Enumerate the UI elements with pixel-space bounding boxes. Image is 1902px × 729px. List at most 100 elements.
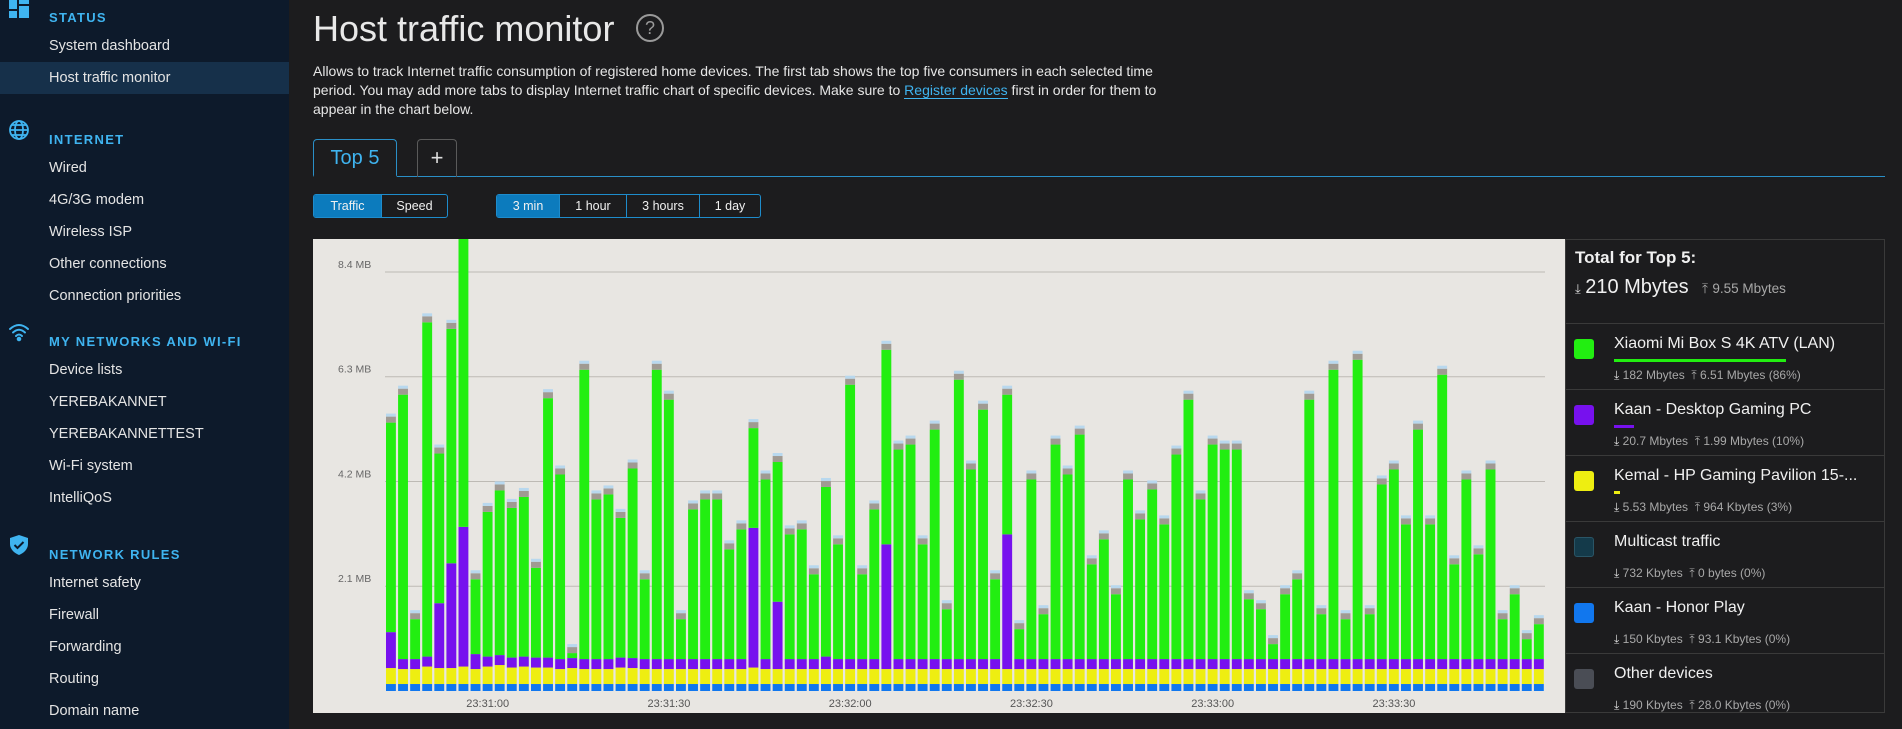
sidebar-item-firewall[interactable]: Firewall xyxy=(49,607,99,623)
sidebar-item-intelliqos[interactable]: IntelliQoS xyxy=(49,490,112,506)
chart-bar-segment xyxy=(1159,659,1170,670)
chart-bar-segment xyxy=(1135,669,1146,685)
chart-bar-cap xyxy=(821,477,831,481)
chart-bar-segment xyxy=(386,632,396,669)
register-devices-link[interactable]: Register devices xyxy=(904,82,1008,99)
chart-bar-segment xyxy=(591,684,602,691)
chart-bar-segment xyxy=(567,668,578,685)
chart-bar-segment xyxy=(1316,684,1327,691)
sidebar-item-forwarding[interactable]: Forwarding xyxy=(49,639,122,655)
sidebar-item-wireless-isp[interactable]: Wireless ISP xyxy=(49,224,132,240)
sidebar-item-4g-3g-modem[interactable]: 4G/3G modem xyxy=(49,192,145,208)
legend-item[interactable]: Kaan - Desktop Gaming PC ⤓ 20.7 Mbytes ⤒ … xyxy=(1566,389,1884,455)
chart-bar-segment xyxy=(833,684,843,691)
chart-bar-cap xyxy=(724,543,735,550)
chart-bar-segment xyxy=(1074,669,1085,685)
chart-bar-segment xyxy=(857,684,868,691)
chart-bar-segment xyxy=(1304,399,1315,660)
legend-item[interactable]: Xiaomi Mi Box S 4K ATV (LAN) ⤓ 182 Mbytes… xyxy=(1566,323,1884,389)
period-option-3-hours[interactable]: 3 hours xyxy=(627,195,700,217)
chart-bar-segment xyxy=(639,579,650,660)
chart-bar-cap xyxy=(881,343,892,350)
sidebar-item-internet-safety[interactable]: Internet safety xyxy=(49,575,141,591)
chart-bar-segment xyxy=(796,659,807,670)
chart-bar-segment xyxy=(1147,489,1158,660)
chart-bar-cap xyxy=(1413,423,1423,430)
chart-bar-segment xyxy=(1062,659,1073,670)
period-option-1-day[interactable]: 1 day xyxy=(714,199,746,213)
chart-bar-segment xyxy=(1256,669,1266,685)
tab-top5[interactable]: Top 5 xyxy=(313,139,397,177)
chart-bar-segment xyxy=(772,601,783,670)
sidebar-item-device-lists[interactable]: Device lists xyxy=(49,362,123,378)
legend-item[interactable]: Kaan - Honor Play ⤓ 150 Kbytes ⤒ 93.1 Kby… xyxy=(1566,587,1884,653)
sidebar-item-host-traffic-monitor[interactable]: Host traffic monitor xyxy=(0,62,289,94)
chart-bar-segment xyxy=(1014,629,1025,660)
mode-option-traffic[interactable]: Traffic xyxy=(314,195,382,217)
chart-bar-cap xyxy=(386,416,396,423)
add-tab-button[interactable]: + xyxy=(417,139,457,177)
chart-bar-segment xyxy=(1413,659,1423,670)
chart-bar-segment xyxy=(386,668,396,685)
sidebar-item-wi-fi-system[interactable]: Wi-Fi system xyxy=(49,458,133,474)
chart-bar-segment xyxy=(1425,524,1436,660)
chart-bar-segment xyxy=(1473,669,1484,685)
chart-bar-cap xyxy=(543,389,553,393)
chart-bar-segment xyxy=(1268,669,1278,685)
chart-bar-cap xyxy=(1413,420,1423,424)
chart-bar-cap xyxy=(784,528,795,535)
chart-bar-segment xyxy=(1268,684,1278,691)
chart-bar-cap xyxy=(518,490,529,497)
sidebar-item-yerebakannettest[interactable]: YEREBAKANNETTEST xyxy=(49,426,204,442)
sidebar-item-domain-name[interactable]: Domain name xyxy=(49,703,140,719)
legend-swatch xyxy=(1574,471,1594,491)
chart-bar-segment xyxy=(966,669,976,685)
chart-bar-cap xyxy=(591,493,602,500)
sidebar-item-connection-priorities[interactable]: Connection priorities xyxy=(49,288,182,304)
chart-bar-segment xyxy=(808,659,819,670)
chart-bar-cap xyxy=(857,565,868,569)
sidebar-item-wired[interactable]: Wired xyxy=(49,160,87,176)
chart-bar-cap xyxy=(833,535,843,539)
chart-bar-segment xyxy=(531,667,541,685)
chart-bar-segment xyxy=(1364,684,1375,691)
legend-item[interactable]: Kemal - HP Gaming Pavilion 15-... ⤓ 5.53 … xyxy=(1566,455,1884,521)
sidebar-item-routing[interactable]: Routing xyxy=(49,671,99,687)
legend-item[interactable]: Multicast traffic ⤓ 732 Kbytes ⤒ 0 bytes … xyxy=(1566,521,1884,587)
chart-bar-segment xyxy=(688,669,698,685)
chart-bar-segment xyxy=(676,659,686,670)
chart-bar-segment xyxy=(1062,669,1073,685)
legend-panel: Total for Top 5: ⤓ 210 Mbytes ⤒ 9.55 Mby… xyxy=(1565,239,1885,713)
chart-bar-cap xyxy=(1147,480,1158,484)
chart-bar-segment xyxy=(1340,669,1351,685)
chart-bar-segment xyxy=(833,659,843,670)
chart-bar-segment xyxy=(1111,684,1121,691)
period-option-1-hour[interactable]: 1 hour xyxy=(560,195,627,217)
chart-bar-segment xyxy=(1014,669,1025,685)
chart-bar-segment xyxy=(1147,684,1158,691)
sidebar-item-other-connections[interactable]: Other connections xyxy=(49,256,167,272)
chart-bar-cap xyxy=(1014,620,1025,624)
chart-bar-segment xyxy=(458,526,469,667)
chart-bar-segment xyxy=(1171,684,1182,691)
chart-bar-segment xyxy=(1256,609,1266,660)
legend-item[interactable]: Other devices ⤓ 190 Kbytes ⤒ 28.0 Kbytes … xyxy=(1566,653,1884,719)
chart-bar-cap xyxy=(1207,438,1218,445)
sidebar-item-system-dashboard[interactable]: System dashboard xyxy=(49,38,170,54)
chart-bar-cap xyxy=(1111,588,1121,595)
chart-bar-cap xyxy=(1352,353,1363,360)
period-option-3-min[interactable]: 3 min xyxy=(497,195,560,217)
chart-bar-segment xyxy=(1437,374,1448,660)
mode-option-speed[interactable]: Speed xyxy=(396,199,433,213)
chart-bar-segment xyxy=(1292,684,1303,691)
chart-bar-segment xyxy=(1376,484,1387,660)
chart-bar-segment xyxy=(1098,669,1109,685)
chart-bar-segment xyxy=(591,669,602,685)
chart-bar-segment xyxy=(579,369,590,660)
chart-bar-segment xyxy=(1521,659,1532,670)
help-icon[interactable]: ? xyxy=(636,14,664,42)
sidebar-item-yerebakannet[interactable]: YEREBAKANNET xyxy=(49,394,167,410)
chart-bar-cap xyxy=(1316,608,1327,615)
chart-bar-segment xyxy=(712,659,723,670)
chart-bar-cap xyxy=(1497,613,1508,620)
